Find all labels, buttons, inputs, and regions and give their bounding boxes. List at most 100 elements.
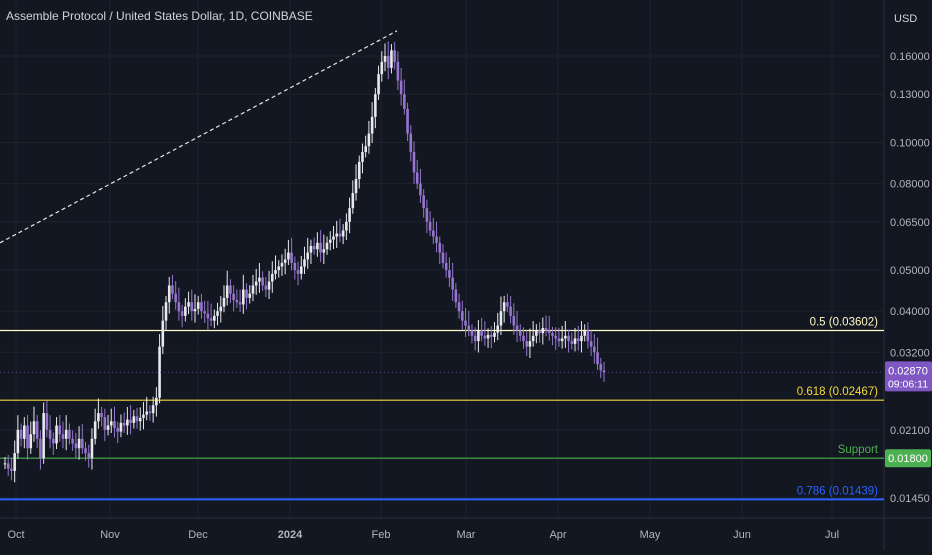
level-label-fib-0.5: 0.5 (0.03602): [810, 316, 879, 328]
candle-body: [42, 413, 45, 459]
candle-body: [586, 330, 590, 342]
candle-body: [560, 338, 564, 342]
candle-body: [361, 151, 364, 162]
candle-body: [303, 259, 306, 267]
candle-body: [348, 208, 351, 222]
level-tag-support: [885, 449, 931, 468]
y-tick-label: 0.04000: [890, 306, 930, 318]
candle-body: [589, 341, 593, 347]
candle-body: [299, 266, 303, 274]
candle-body: [489, 334, 493, 337]
candle-body: [409, 133, 413, 152]
candle-body: [164, 302, 168, 321]
candle-body: [293, 262, 297, 271]
candle-body: [354, 179, 358, 194]
candle-body: [454, 289, 458, 303]
candle-body: [151, 405, 155, 414]
candle-body: [55, 425, 58, 444]
trend-line: [0, 30, 398, 244]
candle-body: [380, 61, 384, 75]
candle-body: [345, 221, 348, 231]
candle-body: [248, 293, 252, 298]
candle-body: [412, 151, 416, 173]
candle-body: [116, 428, 120, 432]
candle-body: [357, 161, 361, 180]
candle-body: [251, 285, 255, 294]
candle-body: [377, 74, 380, 95]
candle-body: [68, 429, 71, 439]
candle-body: [216, 311, 219, 316]
candle-body: [200, 302, 203, 312]
candle-body: [383, 56, 387, 62]
candle-body: [535, 330, 538, 336]
chart-title: Assemble Protocol / United States Dollar…: [6, 9, 313, 23]
candle-body: [45, 413, 49, 430]
x-tick-label: Nov: [100, 529, 120, 541]
candle-body: [3, 463, 7, 465]
candle-body: [103, 417, 107, 430]
candle-body: [573, 338, 577, 344]
candle-body: [100, 413, 103, 418]
candle-body: [461, 311, 464, 321]
candle-body: [138, 417, 142, 422]
candle-body: [161, 320, 165, 347]
level-label-fib-0.786: 0.786 (0.01439): [797, 485, 878, 497]
y-tick-label: 0.02100: [890, 425, 930, 437]
y-tick-label: 0.13000: [890, 89, 930, 101]
candle-body: [522, 335, 525, 342]
candle-body: [10, 468, 13, 471]
candle-body: [399, 80, 403, 95]
candle-body: [254, 281, 258, 286]
candle-body: [58, 425, 62, 435]
candle-body: [196, 302, 200, 309]
candle-body: [406, 108, 409, 134]
x-tick-label: Mar: [457, 529, 476, 541]
current-price-tag: [885, 361, 932, 392]
candle-body: [554, 335, 557, 339]
candle-body: [274, 270, 277, 274]
candle-body: [470, 330, 474, 336]
candle-body: [109, 421, 113, 426]
candle-body: [177, 302, 181, 312]
candle-body: [77, 438, 81, 449]
y-tick-label: 0.16000: [890, 51, 930, 63]
candle-body: [367, 133, 371, 147]
candle-body: [126, 419, 129, 426]
x-tick-label: May: [640, 529, 661, 541]
candle-body: [538, 330, 541, 334]
candle-body: [351, 193, 355, 209]
candle-body: [29, 434, 33, 449]
candle-body: [264, 285, 268, 290]
candle-body: [145, 411, 148, 415]
candle-body: [444, 262, 448, 271]
candle-body: [448, 270, 451, 278]
candle-body: [23, 425, 26, 439]
candle-body: [515, 325, 519, 331]
candle-body: [432, 230, 435, 237]
candle-body: [564, 335, 567, 339]
candle-body: [16, 429, 20, 454]
candle-body: [319, 242, 322, 253]
x-tick-label: Jul: [825, 529, 839, 541]
candle-body: [396, 61, 400, 81]
candle-body: [567, 335, 570, 342]
candle-body: [541, 328, 545, 334]
candle-body: [225, 285, 229, 298]
x-tick-label: Oct: [7, 529, 24, 541]
candle-body: [267, 281, 271, 290]
candle-body: [496, 325, 500, 333]
candle-body: [280, 262, 284, 267]
candle-body: [19, 429, 23, 439]
candle-body: [599, 364, 603, 371]
candle-body: [203, 311, 206, 314]
candle-body: [316, 242, 319, 250]
candle-body: [39, 438, 42, 459]
candle-body: [386, 56, 390, 68]
candle-body: [209, 318, 213, 321]
candle-body: [370, 116, 374, 134]
candle-body: [364, 146, 367, 152]
candle-body: [428, 221, 432, 231]
candle-body: [435, 236, 438, 243]
